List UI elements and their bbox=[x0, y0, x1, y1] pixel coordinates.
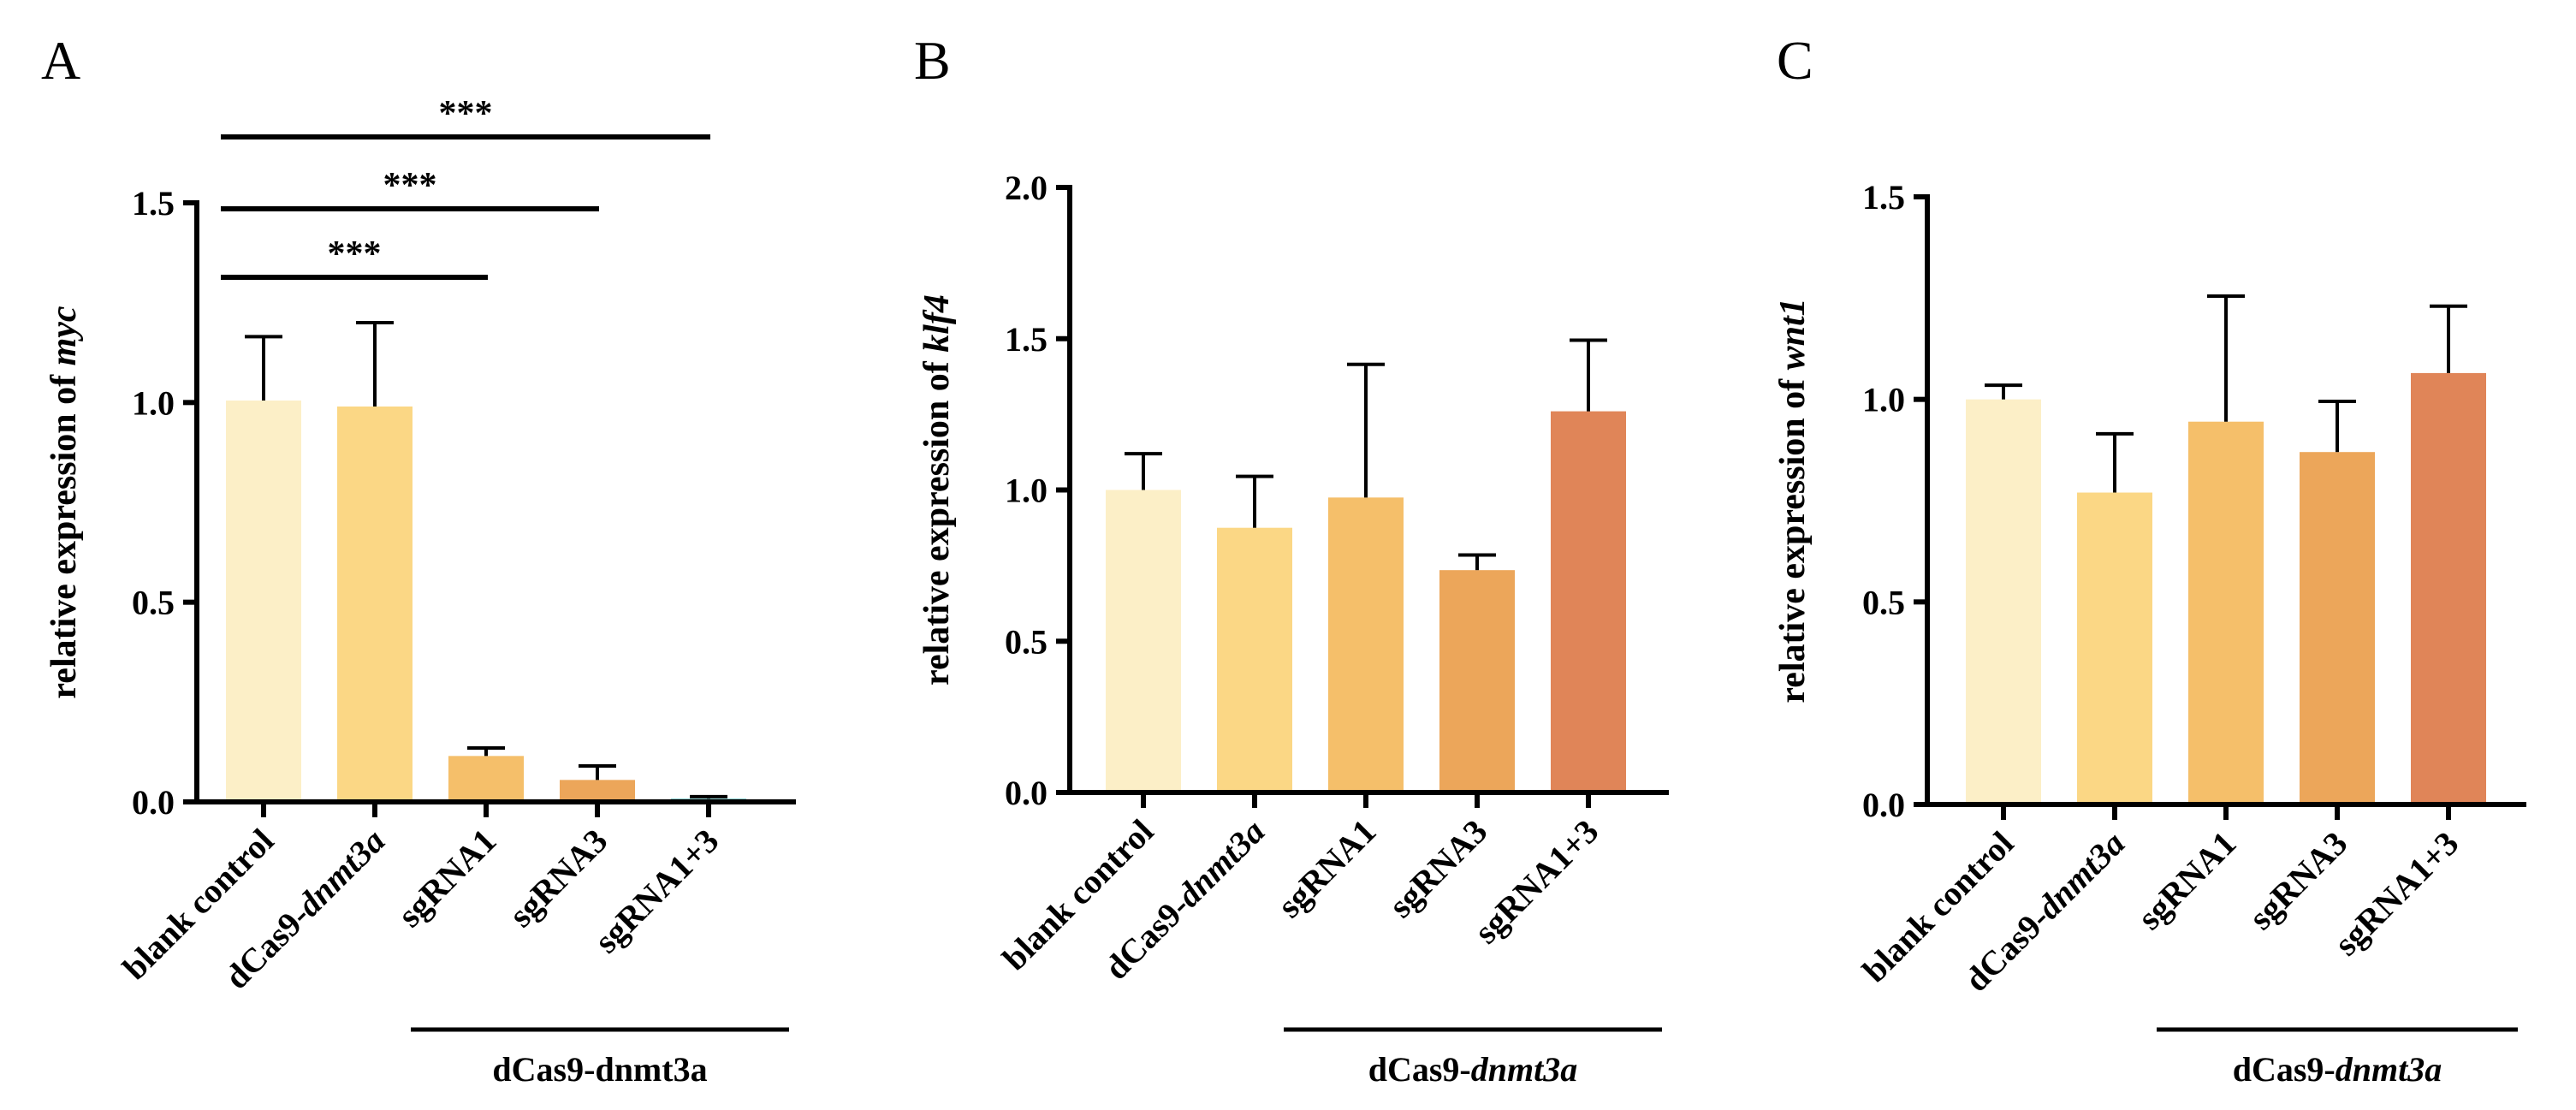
panel-c-y-tick-label: 0.0 bbox=[1862, 786, 1905, 824]
panel-b-group-label: dCas9-dnmt3a bbox=[1368, 1050, 1578, 1089]
panel-a-y-tick-label: 0.0 bbox=[132, 783, 175, 822]
panel-a-bar-3 bbox=[448, 756, 524, 802]
panel-a-y-tick-label: 1.0 bbox=[132, 383, 175, 422]
panel-a-group-label: dCas9-dnmt3a bbox=[492, 1050, 707, 1089]
panel-c-y-tick-label: 1.0 bbox=[1862, 381, 1905, 419]
panel-b-y-axis-label: relative expression of klf4 bbox=[917, 294, 957, 686]
panel-a-significance-label-1: *** bbox=[328, 234, 382, 274]
panel-a-error-bar-4 bbox=[579, 764, 616, 781]
panel-b-bar-3 bbox=[1328, 497, 1404, 792]
panel-c-error-bar-2 bbox=[2096, 431, 2134, 493]
panel-c-bar-2 bbox=[2077, 492, 2152, 804]
panel-b-y-tick-label: 2.0 bbox=[1005, 169, 1048, 207]
panel-b-error-bar-3 bbox=[1347, 362, 1385, 498]
panel-a-error-bar-3 bbox=[467, 746, 505, 757]
panel-b-letter: B bbox=[914, 30, 951, 91]
panel-b-y-tick-label: 1.0 bbox=[1005, 472, 1048, 510]
panel-c-category-label-4: sgRNA3 bbox=[2241, 824, 2354, 937]
panel-b-error-bar-2 bbox=[1236, 474, 1273, 528]
panel-c-bar-5 bbox=[2411, 372, 2486, 804]
panel-a-category-label-4: sgRNA3 bbox=[502, 822, 614, 935]
panel-c-error-bar-1 bbox=[1985, 383, 2022, 400]
panel-a-error-bar-1 bbox=[245, 335, 282, 401]
panel-a-significance-label-3: *** bbox=[439, 94, 493, 134]
panel-b-bar-1 bbox=[1106, 490, 1181, 792]
panel-b-category-label-4: sgRNA3 bbox=[1381, 812, 1494, 925]
panel-c-bar-1 bbox=[1966, 399, 2041, 804]
panel-c-error-bar-3 bbox=[2207, 294, 2245, 422]
panel-a-bar-2 bbox=[337, 407, 413, 802]
panel-a-significance-label-2: *** bbox=[383, 166, 437, 205]
panel-c-y-tick-label: 0.5 bbox=[1862, 583, 1905, 621]
panel-b-error-bar-4 bbox=[1458, 553, 1496, 571]
panel-a-error-bar-5 bbox=[690, 794, 727, 799]
panel-b-y-tick-label: 0.0 bbox=[1005, 774, 1048, 812]
panel-b-bar-4 bbox=[1439, 570, 1515, 792]
panel-c-bar-3 bbox=[2188, 421, 2264, 804]
panel-a-y-tick-label: 1.5 bbox=[132, 184, 175, 223]
panel-a-category-label-3: sgRNA1 bbox=[390, 822, 503, 935]
panel-c-category-label-3: sgRNA1 bbox=[2130, 824, 2243, 937]
panel-b-category-label-3: sgRNA1 bbox=[1270, 812, 1383, 925]
panel-b-y-tick-label: 0.5 bbox=[1005, 622, 1048, 661]
panel-c-y-axis-label: relative expression of wnt1 bbox=[1773, 298, 1813, 703]
panel-a-error-bar-2 bbox=[356, 321, 394, 407]
panel-c-error-bar-4 bbox=[2318, 400, 2356, 453]
panel-a-bar-1 bbox=[226, 401, 301, 802]
panel-a-y-tick-label: 0.5 bbox=[132, 584, 175, 622]
panel-b-bar-5 bbox=[1551, 411, 1626, 792]
panel-c-bar-4 bbox=[2300, 452, 2375, 804]
panel-c-letter: C bbox=[1777, 30, 1813, 91]
panel-b-bar-2 bbox=[1217, 527, 1292, 792]
panel-b-error-bar-1 bbox=[1125, 452, 1162, 490]
panel-b-error-bar-5 bbox=[1570, 338, 1607, 412]
panel-c-y-tick-label: 1.5 bbox=[1862, 178, 1905, 217]
panel-a-y-axis-label: relative expression of myc bbox=[45, 306, 84, 699]
panel-c-error-bar-5 bbox=[2430, 304, 2467, 373]
panel-c-group-label: dCas9-dnmt3a bbox=[2233, 1050, 2442, 1089]
panel-a-letter: A bbox=[41, 30, 80, 91]
panel-a-bar-4 bbox=[560, 780, 635, 802]
panel-b-y-tick-label: 1.5 bbox=[1005, 320, 1048, 359]
